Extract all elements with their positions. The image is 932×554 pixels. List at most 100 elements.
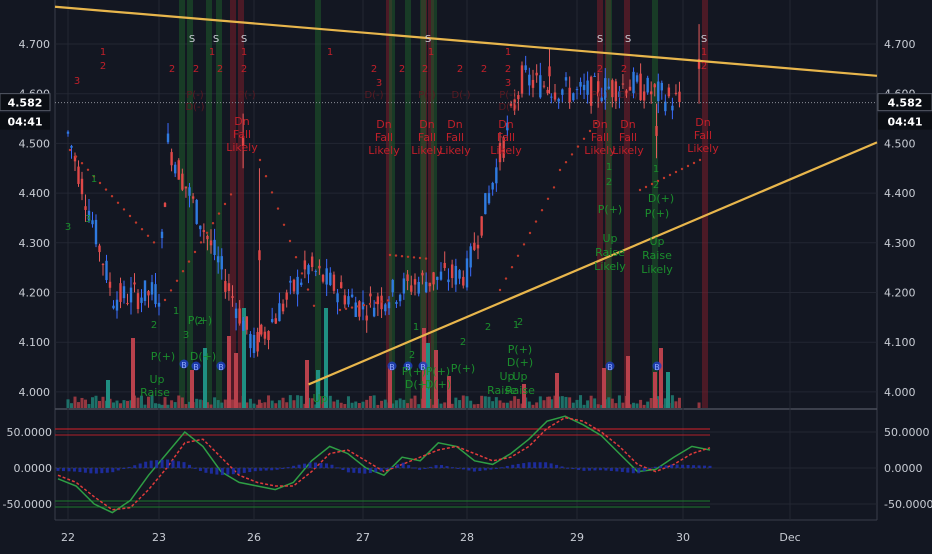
volume-bar	[409, 398, 413, 408]
osc-histogram-bar	[264, 468, 268, 471]
down-label-fall: Fall	[375, 131, 393, 144]
osc-histogram-bar	[281, 468, 285, 469]
up-signal-label: Likely	[594, 260, 626, 273]
osc-histogram-bar	[198, 468, 202, 471]
osc-histogram-bar	[116, 468, 120, 471]
candle-body	[664, 101, 667, 112]
stop-dot	[152, 241, 156, 244]
buy-marker-b: B	[420, 363, 426, 372]
osc-histogram-bar	[423, 468, 427, 469]
down-label-dn: Dn	[620, 118, 635, 131]
last-price-left: 4.582	[8, 97, 43, 110]
candle-body	[94, 219, 98, 245]
candle-body	[458, 270, 461, 279]
candle-body	[628, 86, 632, 91]
volume-bar	[480, 395, 484, 408]
sell-count-marker: 2	[193, 64, 199, 75]
down-label-fall: Fall	[619, 131, 637, 144]
osc-histogram-bar	[587, 468, 591, 471]
stop-dot	[386, 299, 390, 302]
buy-count-marker: 3	[183, 330, 189, 341]
down-label-likely: Likely	[411, 144, 443, 157]
candle-body	[350, 294, 354, 297]
sell-count-marker: 2	[217, 64, 223, 75]
volume-bar	[87, 404, 91, 408]
volume-bar	[469, 400, 473, 408]
up-signal-label: D(+)	[405, 378, 431, 391]
stop-dot	[229, 193, 233, 196]
down-label-fall: Fall	[591, 131, 609, 144]
volume-bar	[494, 397, 498, 408]
osc-histogram-bar	[703, 465, 707, 468]
candle-body	[553, 92, 557, 100]
candle-body	[122, 286, 126, 299]
buy-signal-band	[389, 0, 395, 408]
sell-count-marker: 3	[376, 78, 382, 89]
down-label-likely: Likely	[687, 142, 719, 155]
osc-histogram-bar	[242, 468, 246, 473]
stop-dot	[564, 161, 568, 164]
candle-body	[238, 308, 241, 324]
stop-dot	[270, 191, 274, 194]
volume-bar	[649, 398, 653, 408]
down-label-fall: Fall	[233, 128, 251, 141]
sell-marker-s: S	[625, 34, 631, 45]
candle-body	[112, 305, 115, 309]
candle-body	[614, 81, 618, 102]
candle-body	[542, 85, 546, 87]
candle-body	[129, 287, 133, 303]
osc-histogram-bar	[549, 463, 553, 468]
down-label-likely: Likely	[226, 141, 258, 154]
sell-count-marker: 2	[169, 64, 175, 75]
osc-histogram-bar	[533, 462, 537, 468]
up-signal-label: P(+)	[645, 207, 669, 220]
price-tick-left: 4.000	[19, 386, 51, 399]
volume-bar	[639, 399, 643, 408]
stop-dot	[540, 209, 544, 212]
up-signal-label: D(+)	[425, 378, 451, 391]
stop-dot	[211, 222, 215, 225]
osc-histogram-bar	[560, 466, 564, 468]
candle-body	[535, 72, 538, 76]
sell-count-marker: 2	[621, 64, 627, 75]
price-tick-left: 4.400	[19, 187, 51, 200]
candle-body	[325, 268, 328, 285]
volume-bar	[535, 402, 539, 408]
axis-layer[interactable]: 4.7004.7004.6004.6004.5004.5004.4004.400…	[0, 38, 932, 544]
volume-bar	[376, 404, 380, 408]
stop-dot	[498, 288, 502, 292]
volume-bar	[257, 399, 261, 408]
candle-body	[66, 131, 70, 134]
volume-bar-tall	[234, 353, 238, 408]
buy-marker-dot	[191, 361, 201, 371]
candle-body	[278, 303, 281, 322]
volume-bar	[571, 402, 575, 408]
buy-count-marker: 1	[413, 322, 419, 333]
candle-body	[575, 89, 579, 91]
down-label-dn: Dn	[234, 115, 249, 128]
volume-bar	[439, 403, 443, 408]
up-signal-label: P(+)	[402, 365, 426, 378]
down-label-fall: Fall	[497, 131, 515, 144]
osc-histogram-bar	[461, 468, 465, 470]
stop-dot	[668, 173, 672, 177]
candle-body	[274, 318, 277, 324]
candle-body	[361, 302, 365, 310]
candle-body	[150, 282, 154, 295]
price-tick-right: 4.200	[884, 287, 916, 300]
osc-histogram-bar	[127, 466, 131, 468]
candle-body	[621, 83, 625, 85]
price-tick-left: 4.100	[19, 336, 51, 349]
osc-histogram-bar	[89, 468, 93, 474]
sell-count-marker: 2	[100, 61, 106, 72]
stop-dot	[344, 307, 348, 310]
stop-dot	[80, 162, 84, 165]
volume-bar-tall	[555, 373, 559, 408]
volume-bar	[527, 401, 531, 408]
candle-body	[646, 77, 649, 93]
volume-bar	[91, 397, 94, 408]
buy-signal-band	[431, 0, 437, 408]
osc-histogram-bar	[253, 468, 257, 472]
time-tick: 23	[152, 531, 166, 544]
up-signal-label: P(+)	[451, 362, 475, 375]
